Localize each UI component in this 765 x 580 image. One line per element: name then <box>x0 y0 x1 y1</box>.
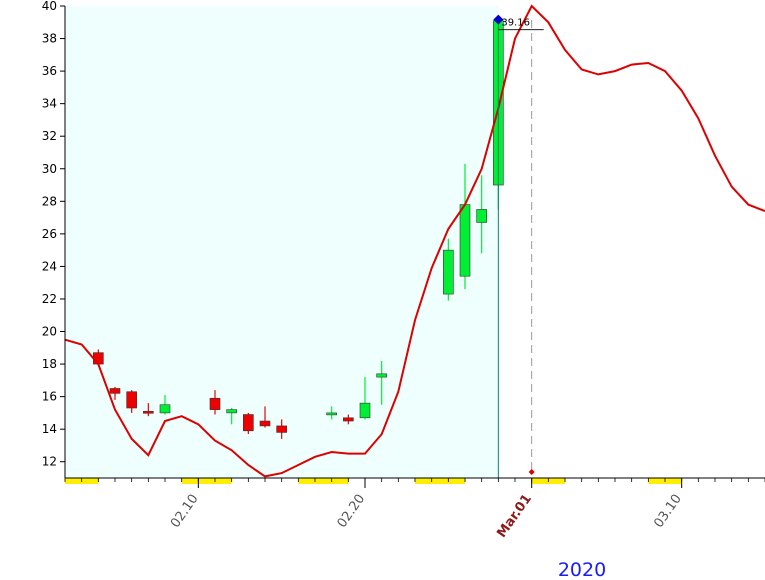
candle-up <box>326 412 337 416</box>
y-tick-label: 18 <box>42 357 57 371</box>
weekend-band <box>181 478 232 484</box>
candle-down <box>143 410 154 414</box>
candle-up <box>376 373 387 378</box>
candle-down <box>209 397 221 410</box>
candle-up <box>459 204 471 277</box>
trend-line <box>64 4 765 478</box>
candle-down <box>93 352 104 365</box>
y-tick-label: 24 <box>42 259 57 273</box>
candle-up <box>159 404 171 414</box>
y-tick-label: 40 <box>42 0 57 13</box>
y-tick-label: 22 <box>42 292 57 306</box>
candle-up <box>443 249 454 295</box>
y-tick-label: 28 <box>42 194 57 208</box>
value-marker-diamond <box>493 14 504 25</box>
candle-down <box>343 417 354 422</box>
y-tick-label: 26 <box>42 227 57 241</box>
candle-up <box>359 402 371 419</box>
trend-line-layer <box>64 4 765 478</box>
y-tick-label: 38 <box>42 32 57 46</box>
marker-value-label: 39.16 <box>501 18 530 29</box>
cursor-layer: 39.16 <box>493 14 544 478</box>
weekend-band <box>415 478 465 484</box>
candle-down <box>259 420 271 427</box>
plot-area-shaded <box>65 6 499 478</box>
y-tick-label: 12 <box>42 455 57 469</box>
candle-down <box>243 414 254 432</box>
y-tick-label: 14 <box>42 422 57 436</box>
y-tick-label: 30 <box>42 162 57 176</box>
weekend-band <box>298 478 349 484</box>
y-axis-ticks: 12 14 16 18 20 22 24 26 28 30 32 34 36 38 40 <box>42 0 65 469</box>
candle-down <box>109 388 121 394</box>
year-label: 2020 <box>558 559 606 580</box>
candle-down <box>276 425 287 433</box>
y-tick-label: 36 <box>42 64 57 78</box>
y-tick-label: 32 <box>42 129 57 143</box>
axis-marker-diamond <box>528 469 535 475</box>
candle-down <box>126 391 137 409</box>
y-tick-label: 16 <box>42 390 57 404</box>
y-tick-label: 34 <box>42 97 57 111</box>
candle-up <box>476 209 487 223</box>
candle-up <box>226 409 237 414</box>
y-tick-label: 20 <box>42 325 57 339</box>
